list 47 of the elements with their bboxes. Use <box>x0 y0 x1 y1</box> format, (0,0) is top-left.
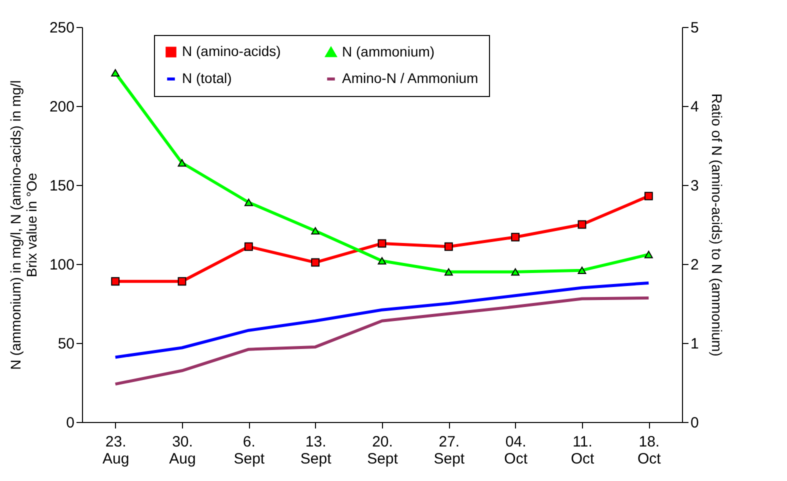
x-tick-label: 27. Sept <box>434 434 466 468</box>
point <box>511 268 520 276</box>
y-tick-label: 0 <box>66 414 74 432</box>
line-series <box>114 296 650 386</box>
point <box>111 277 120 286</box>
y-tick-label: 50 <box>58 336 74 352</box>
y2-axis-title: Ratio of N (amino-acids) to N (ammonium) <box>708 94 725 356</box>
point <box>111 69 120 77</box>
x-tick-label: 30. Aug <box>169 434 196 468</box>
x-tick-label: 13. Sept <box>300 434 332 468</box>
y2-tick-label: 1 <box>690 336 699 352</box>
x-tick-label: 04. Oct <box>504 434 528 468</box>
point <box>311 227 320 235</box>
point <box>578 220 586 229</box>
point <box>444 268 453 276</box>
legend-label: Amino-N / Ammonium <box>342 70 478 86</box>
point <box>178 159 186 167</box>
point <box>511 232 520 242</box>
legend-label: N (total) <box>182 70 232 86</box>
point <box>444 242 453 251</box>
legend-label: N (amino-acids) <box>182 43 281 60</box>
y-tick-label: 150 <box>49 178 74 194</box>
y-tick-label: 250 <box>49 20 74 36</box>
x-tick-label: 23. Aug <box>102 434 130 468</box>
point <box>244 198 253 206</box>
y2-tick-label: 3 <box>690 178 699 194</box>
x-tick-label: 6. Sept <box>234 434 266 468</box>
point <box>578 266 586 274</box>
y2-tick-label: 2 <box>690 256 699 274</box>
y2-tick-label: 0 <box>690 414 699 432</box>
y-tick-label: 100 <box>49 256 74 274</box>
point <box>378 239 386 248</box>
y2-tick-label: 4 <box>690 98 699 116</box>
y2-tick-label: 5 <box>690 20 699 36</box>
x-tick-label: 18. Oct <box>637 434 662 468</box>
point <box>244 242 253 251</box>
point <box>178 277 186 286</box>
point <box>378 257 386 265</box>
point <box>311 258 320 267</box>
line-series <box>114 281 650 359</box>
y-axis-title: N (ammonium) in mg/l, N (amino-acids) in mg/l Brix value in °Oe <box>7 80 40 370</box>
x-tick-label: 20. Sept <box>367 434 399 468</box>
x-tick-label: 11. Oct <box>570 434 595 468</box>
point <box>644 250 653 258</box>
legend-label: N (ammonium) <box>342 43 435 60</box>
y-tick-label: 200 <box>49 98 74 116</box>
point <box>644 192 653 200</box>
